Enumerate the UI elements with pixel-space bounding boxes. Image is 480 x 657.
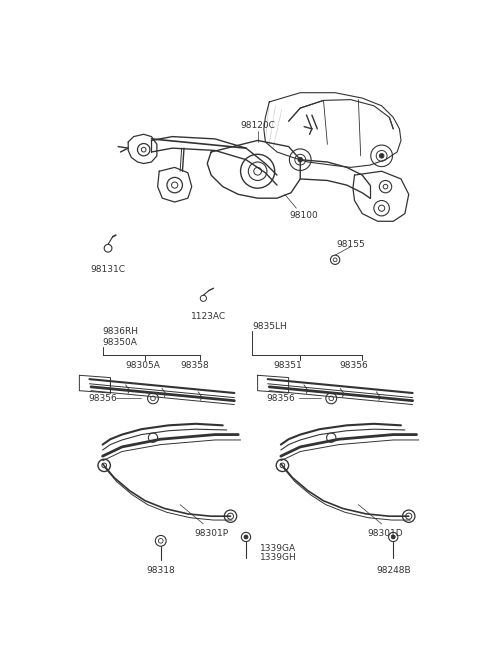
Text: 98356: 98356 (266, 394, 295, 403)
Text: 98356: 98356 (88, 394, 117, 403)
Text: 98155: 98155 (336, 240, 365, 249)
Text: 98351: 98351 (273, 361, 302, 370)
Text: 9835LH: 9835LH (252, 323, 287, 331)
Text: 98350A: 98350A (103, 338, 137, 347)
Text: 98301D: 98301D (368, 529, 403, 537)
Circle shape (298, 158, 302, 162)
Text: 98318: 98318 (146, 566, 175, 575)
Text: 98305A: 98305A (126, 361, 161, 370)
Text: 98100: 98100 (290, 212, 319, 220)
Text: 98356: 98356 (339, 361, 368, 370)
Text: 98358: 98358 (180, 361, 209, 370)
Circle shape (244, 535, 248, 539)
Text: 1339GH: 1339GH (260, 553, 297, 562)
Circle shape (379, 154, 384, 158)
Text: 98131C: 98131C (91, 265, 126, 275)
Text: 9836RH: 9836RH (103, 327, 139, 336)
Text: 1339GA: 1339GA (260, 544, 296, 553)
Text: 98120C: 98120C (240, 120, 275, 129)
Text: 98248B: 98248B (376, 566, 410, 575)
Text: 1123AC: 1123AC (191, 311, 227, 321)
Text: 98301P: 98301P (194, 529, 228, 537)
Circle shape (391, 535, 395, 539)
